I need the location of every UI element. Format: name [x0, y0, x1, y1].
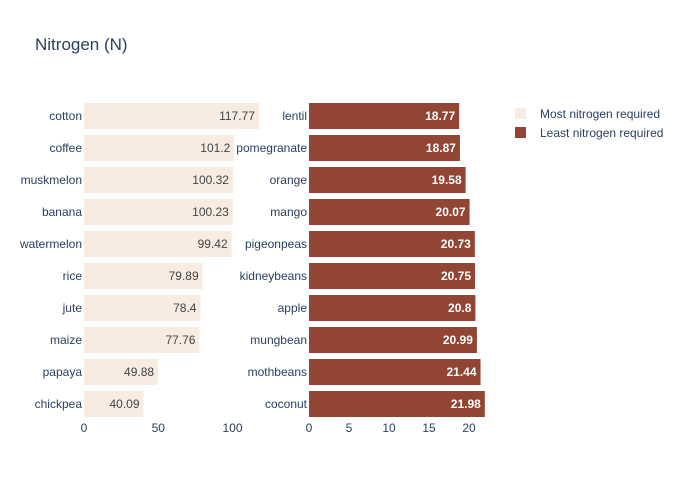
category-label-mango: mango	[270, 205, 307, 219]
data-label-coffee: 101.2	[200, 141, 230, 155]
data-label-maize: 77.76	[165, 333, 195, 347]
data-label-apple: 20.8	[448, 301, 472, 315]
data-label-pigeonpeas: 20.73	[441, 237, 471, 251]
bar-least-pomegranate[interactable]	[309, 135, 460, 161]
bar-least-kidneybeans[interactable]	[309, 263, 475, 289]
bar-most-cotton[interactable]	[84, 103, 259, 129]
data-label-papaya: 49.88	[124, 365, 154, 379]
bar-most-rice[interactable]	[84, 263, 203, 289]
category-label-pomegranate: pomegranate	[236, 141, 307, 155]
legend[interactable]: Most nitrogen required Least nitrogen req…	[515, 107, 663, 140]
legend-label-most[interactable]: Most nitrogen required	[540, 107, 660, 121]
legend-label-least[interactable]: Least nitrogen required	[540, 126, 663, 140]
bar-least-pigeonpeas[interactable]	[309, 231, 475, 257]
bar-most-jute[interactable]	[84, 295, 201, 321]
data-label-kidneybeans: 20.75	[441, 269, 471, 283]
legend-swatch-least[interactable]	[515, 127, 526, 138]
data-label-rice: 79.89	[169, 269, 199, 283]
data-label-mungbean: 20.99	[443, 333, 473, 347]
bar-least-lentil[interactable]	[309, 103, 460, 129]
x-tick-least-10: 10	[382, 421, 396, 435]
legend-swatch-most[interactable]	[515, 108, 526, 119]
bar-most-muskmelon[interactable]	[84, 167, 233, 193]
bar-most-chickpea[interactable]	[84, 391, 144, 417]
data-label-watermelon: 99.42	[198, 237, 228, 251]
x-tick-least-20: 20	[462, 421, 476, 435]
category-label-cotton: cotton	[49, 109, 82, 123]
category-label-maize: maize	[50, 333, 82, 347]
bar-least-coconut[interactable]	[309, 391, 485, 417]
category-label-banana: banana	[42, 205, 82, 219]
x-tick-most-100: 100	[223, 421, 243, 435]
data-label-mango: 20.07	[436, 205, 466, 219]
bar-most-maize[interactable]	[84, 327, 200, 353]
category-label-watermelon: watermelon	[19, 237, 82, 251]
bar-most-coffee[interactable]	[84, 135, 235, 161]
category-label-coconut: coconut	[265, 397, 308, 411]
category-label-rice: rice	[63, 269, 83, 283]
chart-title: Nitrogen (N)	[35, 35, 128, 54]
x-tick-least-0: 0	[306, 421, 313, 435]
bar-least-mango[interactable]	[309, 199, 470, 225]
right-panel: lentil 18.77 pomegranate 18.87 orange 19.58 ma…	[236, 103, 485, 435]
category-label-pigeonpeas: pigeonpeas	[245, 237, 307, 251]
bar-least-apple[interactable]	[309, 295, 476, 321]
x-tick-most-50: 50	[152, 421, 166, 435]
bar-most-papaya[interactable]	[84, 359, 159, 385]
category-label-papaya: papaya	[43, 365, 83, 379]
bar-most-watermelon[interactable]	[84, 231, 232, 257]
bar-most-banana[interactable]	[84, 199, 233, 225]
data-label-pomegranate: 18.87	[426, 141, 456, 155]
category-label-muskmelon: muskmelon	[21, 173, 82, 187]
data-label-orange: 19.58	[432, 173, 462, 187]
data-label-chickpea: 40.09	[110, 397, 140, 411]
bar-least-mungbean[interactable]	[309, 327, 477, 353]
bar-least-mothbeans[interactable]	[309, 359, 481, 385]
bar-least-orange[interactable]	[309, 167, 466, 193]
left-panel: cotton 117.77 coffee 101.2 muskmelon 100.32 ba…	[19, 103, 259, 435]
x-tick-least-5: 5	[346, 421, 353, 435]
data-label-coconut: 21.98	[451, 397, 481, 411]
category-label-lentil: lentil	[282, 109, 307, 123]
category-label-orange: orange	[270, 173, 308, 187]
data-label-banana: 100.23	[192, 205, 229, 219]
category-label-apple: apple	[278, 301, 308, 315]
data-label-muskmelon: 100.32	[192, 173, 229, 187]
category-label-coffee: coffee	[50, 141, 83, 155]
data-label-lentil: 18.77	[425, 109, 455, 123]
category-label-mothbeans: mothbeans	[248, 365, 307, 379]
data-label-jute: 78.4	[173, 301, 197, 315]
category-label-chickpea: chickpea	[35, 397, 83, 411]
x-tick-least-15: 15	[422, 421, 436, 435]
category-label-mungbean: mungbean	[250, 333, 307, 347]
category-label-jute: jute	[62, 301, 83, 315]
data-label-mothbeans: 21.44	[446, 365, 476, 379]
data-label-cotton: 117.77	[219, 109, 255, 123]
x-tick-most-0: 0	[81, 421, 88, 435]
category-label-kidneybeans: kidneybeans	[240, 269, 307, 283]
